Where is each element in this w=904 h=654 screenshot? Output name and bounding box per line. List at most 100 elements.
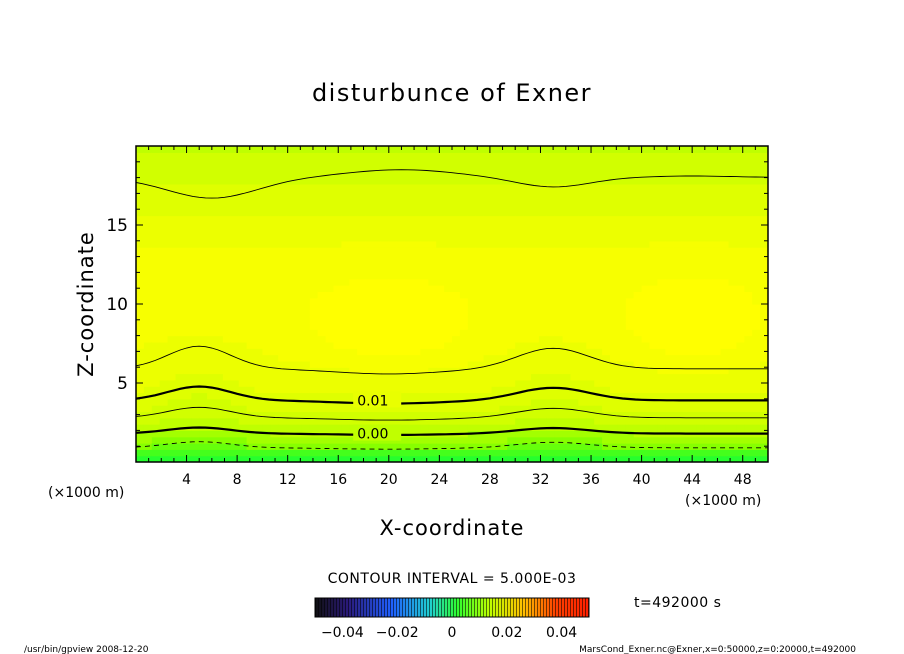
field-cell bbox=[159, 424, 169, 431]
field-cell bbox=[499, 215, 508, 223]
field-cell bbox=[270, 354, 279, 362]
field-cell bbox=[673, 322, 682, 330]
field-cell bbox=[459, 297, 469, 305]
field-cell bbox=[175, 291, 184, 299]
field-cell bbox=[349, 304, 358, 311]
field-cell bbox=[744, 304, 753, 311]
field-cell bbox=[238, 177, 248, 185]
field-cell bbox=[183, 285, 192, 292]
field-cell bbox=[475, 443, 485, 450]
field-cell bbox=[538, 411, 548, 419]
field-cell bbox=[491, 266, 500, 273]
field-cell bbox=[199, 196, 208, 204]
field-cell bbox=[278, 209, 287, 217]
field-cell bbox=[570, 183, 579, 191]
field-cell bbox=[420, 183, 429, 191]
field-cell bbox=[633, 215, 643, 223]
field-cell bbox=[183, 341, 192, 349]
field-cell bbox=[404, 335, 414, 343]
field-cell bbox=[357, 341, 366, 349]
field-cell bbox=[183, 196, 192, 204]
field-cell bbox=[270, 259, 279, 267]
field-cell bbox=[720, 240, 730, 248]
field-cell bbox=[491, 392, 500, 400]
field-cell bbox=[365, 146, 374, 153]
field-cell bbox=[760, 164, 768, 172]
field-cell bbox=[396, 221, 406, 229]
field-cell bbox=[712, 240, 722, 248]
field-cell bbox=[602, 171, 611, 179]
field-cell bbox=[491, 215, 500, 223]
field-cell bbox=[436, 304, 445, 311]
field-cell bbox=[230, 240, 240, 248]
field-cell bbox=[175, 373, 184, 381]
field-cell bbox=[246, 348, 256, 356]
field-cell bbox=[420, 424, 429, 431]
field-cell bbox=[728, 398, 737, 406]
field-cell bbox=[507, 329, 516, 337]
field-cell bbox=[475, 386, 485, 394]
field-cell bbox=[286, 158, 295, 166]
field-cell bbox=[373, 272, 382, 280]
field-cell bbox=[752, 335, 761, 343]
field-cell bbox=[696, 322, 706, 330]
field-cell bbox=[215, 291, 224, 299]
field-cell bbox=[523, 259, 532, 267]
field-cell bbox=[586, 329, 595, 337]
field-cell bbox=[673, 386, 682, 394]
field-cell bbox=[404, 443, 414, 450]
field-cell bbox=[459, 247, 469, 255]
field-cell bbox=[175, 436, 184, 444]
field-cell bbox=[641, 177, 651, 185]
field-cell bbox=[649, 152, 658, 160]
field-cell bbox=[286, 285, 295, 292]
field-cell bbox=[286, 164, 295, 172]
field-cell bbox=[475, 436, 485, 444]
field-cell bbox=[349, 164, 358, 172]
field-cell bbox=[301, 146, 311, 153]
field-cell bbox=[704, 329, 714, 337]
field-cell bbox=[420, 322, 429, 330]
field-cell bbox=[507, 360, 516, 368]
field-cell bbox=[459, 215, 469, 223]
field-cell bbox=[720, 196, 730, 204]
field-cell bbox=[610, 392, 619, 400]
field-cell bbox=[159, 405, 169, 413]
field-cell bbox=[412, 272, 421, 280]
field-cell bbox=[262, 158, 271, 166]
field-cell bbox=[420, 297, 429, 305]
field-cell bbox=[720, 272, 730, 280]
field-cell bbox=[286, 297, 295, 305]
field-cell bbox=[230, 253, 240, 261]
field-cell bbox=[617, 215, 627, 223]
field-cell bbox=[191, 398, 200, 406]
field-cell bbox=[728, 177, 737, 185]
field-cell bbox=[459, 360, 469, 368]
field-cell bbox=[665, 221, 674, 229]
field-cell bbox=[665, 240, 674, 248]
field-cell bbox=[610, 348, 619, 356]
field-cell bbox=[151, 411, 161, 419]
field-cell bbox=[491, 322, 500, 330]
field-cell bbox=[191, 196, 200, 204]
field-cell bbox=[467, 367, 477, 375]
field-cell bbox=[151, 285, 161, 292]
field-cell bbox=[491, 234, 500, 242]
field-cell bbox=[760, 373, 768, 381]
field-cell bbox=[167, 183, 177, 191]
field-cell bbox=[483, 398, 493, 406]
field-cell bbox=[728, 146, 737, 153]
field-cell bbox=[151, 190, 161, 198]
field-cell bbox=[159, 430, 169, 438]
field-cell bbox=[696, 164, 706, 172]
field-cell bbox=[610, 379, 619, 387]
field-cell bbox=[523, 417, 532, 425]
field-cell bbox=[467, 247, 477, 255]
field-cell bbox=[562, 354, 572, 362]
field-cell bbox=[349, 367, 358, 375]
field-cell bbox=[246, 266, 256, 273]
field-cell bbox=[578, 247, 587, 255]
field-cell bbox=[388, 297, 398, 305]
